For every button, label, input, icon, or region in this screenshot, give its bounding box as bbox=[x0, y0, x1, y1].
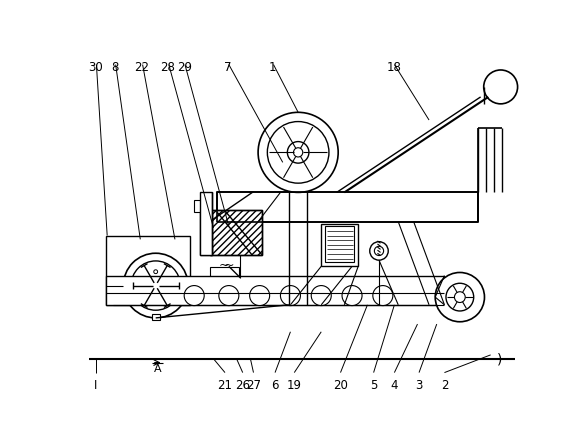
Text: 4: 4 bbox=[390, 378, 398, 391]
Circle shape bbox=[153, 283, 158, 289]
Bar bbox=[325, 226, 355, 263]
Bar bbox=[321, 224, 358, 267]
Text: 19: 19 bbox=[287, 378, 302, 391]
Circle shape bbox=[258, 113, 338, 193]
Circle shape bbox=[294, 148, 303, 158]
Circle shape bbox=[288, 142, 309, 164]
Bar bbox=[194, 201, 204, 213]
Circle shape bbox=[166, 277, 170, 281]
Circle shape bbox=[142, 277, 146, 281]
Bar bbox=[210, 267, 239, 278]
Text: 21: 21 bbox=[218, 378, 232, 391]
Circle shape bbox=[435, 273, 484, 322]
Text: ~: ~ bbox=[218, 259, 229, 272]
Bar bbox=[200, 192, 212, 255]
Circle shape bbox=[166, 291, 170, 295]
Bar bbox=[210, 211, 262, 255]
Bar bbox=[200, 211, 212, 255]
Bar bbox=[210, 211, 262, 255]
Circle shape bbox=[484, 71, 518, 104]
Circle shape bbox=[123, 254, 188, 318]
Bar bbox=[106, 236, 190, 305]
Text: I: I bbox=[94, 378, 97, 391]
Circle shape bbox=[375, 247, 384, 256]
Text: 30: 30 bbox=[88, 61, 103, 74]
Text: 22: 22 bbox=[134, 61, 149, 74]
Circle shape bbox=[142, 291, 146, 295]
Text: 8: 8 bbox=[111, 61, 119, 74]
Text: 29: 29 bbox=[177, 61, 192, 74]
Text: 26: 26 bbox=[235, 378, 250, 391]
Circle shape bbox=[249, 286, 269, 306]
Text: A: A bbox=[153, 363, 161, 373]
Circle shape bbox=[184, 286, 204, 306]
Text: 7: 7 bbox=[224, 61, 232, 74]
Text: 1: 1 bbox=[269, 61, 276, 74]
Circle shape bbox=[149, 279, 163, 293]
Bar bbox=[106, 276, 444, 305]
Circle shape bbox=[281, 286, 301, 306]
Circle shape bbox=[154, 270, 158, 274]
Text: 18: 18 bbox=[386, 61, 401, 74]
Text: 3: 3 bbox=[416, 378, 423, 391]
Text: 27: 27 bbox=[246, 378, 261, 391]
Circle shape bbox=[454, 292, 465, 303]
Circle shape bbox=[154, 298, 158, 302]
Bar bbox=[152, 314, 160, 320]
Text: 6: 6 bbox=[271, 378, 279, 391]
Text: 2: 2 bbox=[441, 378, 448, 391]
Circle shape bbox=[373, 286, 393, 306]
Circle shape bbox=[219, 286, 239, 306]
Text: ~: ~ bbox=[224, 259, 234, 272]
Circle shape bbox=[446, 284, 474, 311]
Text: ): ) bbox=[497, 352, 502, 366]
Circle shape bbox=[370, 242, 388, 261]
Bar bbox=[217, 193, 478, 222]
Circle shape bbox=[267, 122, 329, 184]
Circle shape bbox=[342, 286, 362, 306]
Circle shape bbox=[311, 286, 331, 306]
Text: 20: 20 bbox=[333, 378, 348, 391]
Text: 5: 5 bbox=[370, 378, 377, 391]
Text: 28: 28 bbox=[161, 61, 176, 74]
Circle shape bbox=[131, 261, 180, 310]
